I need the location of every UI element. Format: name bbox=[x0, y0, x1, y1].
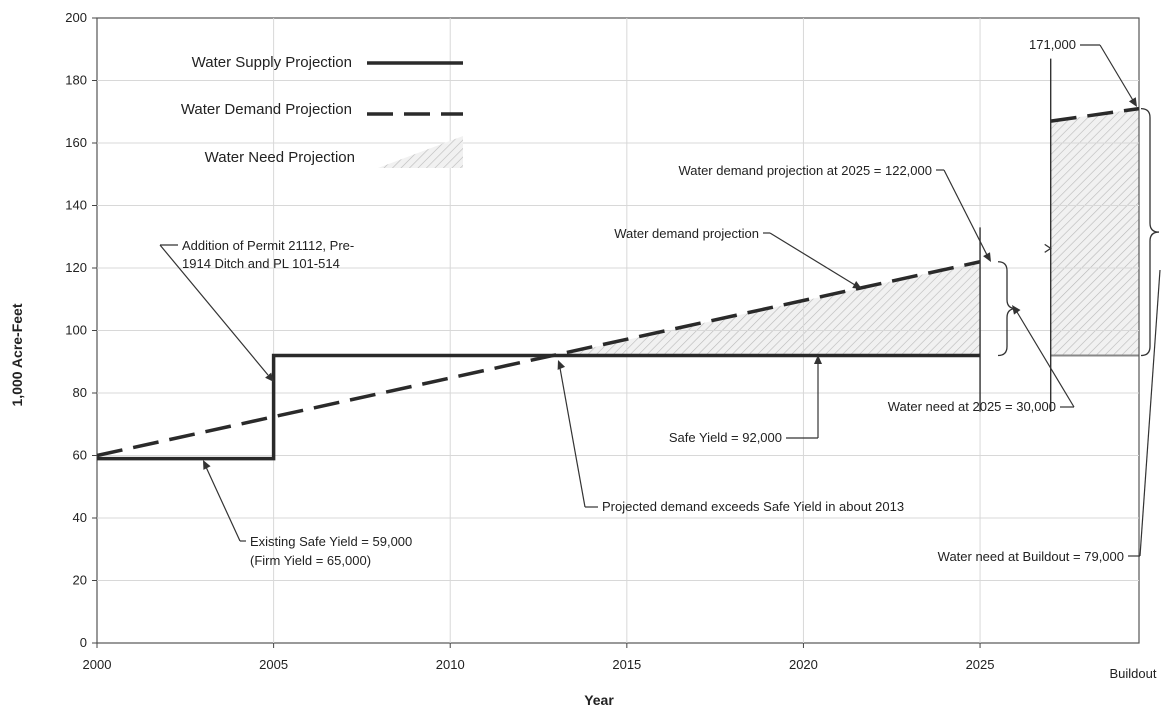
x-axis-title: Year bbox=[584, 692, 614, 708]
plot-frame bbox=[96, 17, 1140, 644]
arrow-head bbox=[852, 281, 862, 289]
annotation-text: Water need at 2025 = 30,000 bbox=[888, 399, 1056, 414]
legend-label-supply: Water Supply Projection bbox=[192, 54, 352, 71]
x-tick-label: 2010 bbox=[436, 657, 465, 672]
leader-line bbox=[559, 367, 586, 508]
arrow-head bbox=[983, 252, 991, 262]
leader-line bbox=[159, 244, 269, 376]
y-tick-label: 20 bbox=[73, 573, 87, 588]
x-tick-label: Buildout bbox=[1110, 666, 1157, 681]
series-line-demand bbox=[96, 260, 981, 458]
leader-line bbox=[1099, 44, 1135, 103]
annotation-text: (Firm Yield = 65,000) bbox=[250, 553, 371, 568]
arrow-head bbox=[203, 460, 211, 470]
y-tick-label: 180 bbox=[65, 73, 87, 88]
annotation-text: Water demand projection bbox=[614, 226, 759, 241]
arrow-head bbox=[557, 360, 566, 370]
leader-line bbox=[1139, 269, 1161, 557]
brace-2025 bbox=[997, 261, 1017, 357]
break-mark bbox=[1044, 243, 1052, 253]
arrow-head bbox=[265, 372, 274, 382]
annotation-text: 171,000 bbox=[1029, 37, 1076, 52]
x-tick-label: 2025 bbox=[966, 657, 995, 672]
arrow-head bbox=[1128, 97, 1137, 107]
x-tick-label: 2015 bbox=[612, 657, 641, 672]
y-axis-title: 1,000 Acre-Feet bbox=[9, 303, 25, 406]
y-tick-label: 120 bbox=[65, 260, 87, 275]
leader-line bbox=[943, 169, 988, 256]
y-tick-label: 60 bbox=[73, 448, 87, 463]
arrow-head bbox=[1012, 305, 1021, 315]
legend-label-demand: Water Demand Projection bbox=[181, 101, 352, 118]
annotation-text: 1914 Ditch and PL 101-514 bbox=[182, 256, 340, 271]
y-tick-label: 200 bbox=[65, 10, 87, 25]
annotation-text: Water need at Buildout = 79,000 bbox=[938, 549, 1124, 564]
y-tick-label: 100 bbox=[65, 323, 87, 338]
y-tick-label: 40 bbox=[73, 510, 87, 525]
leader-line bbox=[1016, 311, 1075, 408]
legend-swatch-need bbox=[378, 136, 463, 168]
water-need-area bbox=[1050, 108, 1139, 356]
legend-label-need: Water Need Projection bbox=[205, 149, 355, 166]
leader-line bbox=[769, 232, 856, 286]
series-line-demand_buildout bbox=[1050, 106, 1140, 123]
annotation-text: Addition of Permit 21112, Pre- bbox=[182, 238, 354, 253]
series-lines bbox=[96, 58, 1140, 461]
leader-line bbox=[205, 466, 241, 542]
annotation-text: Projected demand exceeds Safe Yield in a… bbox=[602, 499, 904, 514]
annotation-text: Water demand projection at 2025 = 122,00… bbox=[678, 163, 932, 178]
brace-buildout bbox=[1140, 107, 1160, 357]
annotations: 171,000 Water demand projection at 2025 =… bbox=[159, 37, 1161, 568]
y-tick-label: 80 bbox=[73, 385, 87, 400]
arrow-head bbox=[814, 355, 822, 364]
axis-ticks: 0 20 40 60 80 100 120 140 160 180 200 2000 2005 2010 2… bbox=[65, 10, 1157, 681]
y-tick-label: 0 bbox=[80, 635, 87, 650]
x-tick-label: 2000 bbox=[83, 657, 112, 672]
series-line-supply bbox=[97, 353, 981, 461]
x-tick-label: 2020 bbox=[789, 657, 818, 672]
annotation-text: Safe Yield = 92,000 bbox=[669, 430, 782, 445]
legend: Water Supply Projection Water Demand Proj… bbox=[181, 54, 463, 168]
y-tick-label: 140 bbox=[65, 198, 87, 213]
annotation-text: Existing Safe Yield = 59,000 bbox=[250, 534, 412, 549]
x-tick-label: 2005 bbox=[259, 657, 288, 672]
y-tick-label: 160 bbox=[65, 135, 87, 150]
